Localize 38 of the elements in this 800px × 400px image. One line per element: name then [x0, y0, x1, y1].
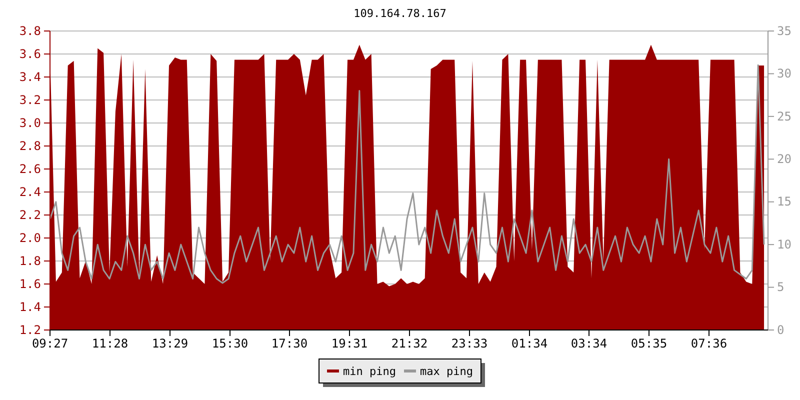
y-tick-label: 1.8	[19, 254, 41, 268]
y2-tick-label: 20	[777, 152, 792, 166]
x-tick-label: 01:34	[511, 336, 548, 351]
y2-tick-label: 35	[777, 24, 792, 38]
line-series	[49, 64, 765, 284]
y-tick-label: 3.4	[19, 70, 41, 84]
chart-title: 109.164.78.167	[354, 7, 446, 20]
x-tick-label: 19:31	[331, 336, 368, 351]
y2-tick-label: 30	[777, 66, 792, 81]
y-tick-label: 1.4	[19, 300, 41, 314]
y-tick-label: 1.6	[19, 276, 41, 291]
y2-tick-label: 15	[777, 194, 792, 209]
x-tick-label: 09:27	[32, 336, 68, 351]
legend-label: max ping	[420, 365, 473, 378]
y-tick-label: 1.2	[19, 322, 41, 337]
x-tick-label: 15:30	[212, 336, 248, 351]
y-tick-label: 2.2	[19, 208, 41, 222]
y-tick-label: 2.6	[19, 162, 41, 176]
y2-tick-label: 10	[777, 237, 792, 252]
x-tick-label: 21:32	[391, 336, 428, 351]
y-tick-label: 3.6	[19, 46, 41, 61]
x-tick-label: 07:36	[690, 336, 728, 351]
x-tick-label: 11:28	[92, 336, 128, 351]
x-tick-label: 03:34	[570, 336, 608, 351]
legend-label: min ping	[343, 365, 396, 378]
x-tick-label: 23:33	[451, 336, 488, 351]
y-tick-label: 3.2	[19, 92, 41, 107]
y2-tick-label: 0	[777, 322, 784, 337]
y-tick-label: 3.0	[19, 116, 41, 130]
x-tick-label: 17:30	[271, 336, 308, 351]
y2-tick-label: 25	[777, 109, 792, 124]
x-tick-label: 13:29	[152, 336, 188, 351]
x-tick-label: 05:35	[630, 336, 668, 351]
y-tick-label: 2.4	[19, 184, 41, 199]
y-tick-label: 2.8	[19, 138, 41, 153]
y-tick-label: 2.0	[19, 230, 41, 245]
y-tick-label: 3.8	[19, 24, 41, 38]
y2-tick-label: 5	[777, 280, 784, 294]
